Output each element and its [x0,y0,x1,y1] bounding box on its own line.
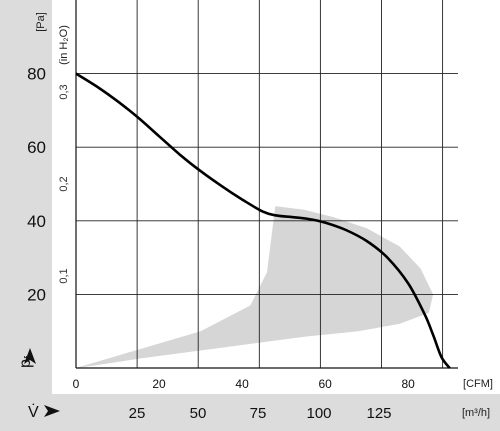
x-axis-unit: [CFM] [463,378,493,390]
y2-tick-label: 0,3 [58,84,70,99]
y2-tick-label: 0,1 [58,268,70,283]
x2-tick-label: 25 [129,405,146,422]
shaded-operating-region [76,206,434,368]
x2-tick-label: 125 [366,405,391,422]
x2-tick-label: 100 [306,405,331,422]
pressure-arrow-icon [24,348,36,364]
x-tick-label: 20 [152,377,166,391]
y-tick-label: 60 [27,138,46,157]
x-tick-label: 0 [73,377,80,391]
y-tick-label: 40 [27,212,46,231]
x2-tick-label: 50 [190,405,207,422]
x-tick-label: 80 [401,377,415,391]
y2-tick-label: 0,2 [58,176,70,191]
x-tick-label: 60 [318,377,332,391]
y2-axis-unit: (in H₂O) [58,25,70,65]
flow-arrow-icon [44,405,60,417]
plot-area [75,0,458,369]
x2-axis-unit: [m³/h] [462,407,490,419]
performance-curve [75,72,451,369]
x-tick-label: 40 [235,377,249,391]
tick-labels: 20 40 60 80 0 20 40 60 80 0,1 0,2 0,3 25 50 75 100 125 [27,65,415,422]
y-tick-label: 20 [27,285,46,304]
bottom-axis-band [0,394,500,431]
y-axis-unit: [Pa] [35,12,47,32]
flow-symbol: V̇ [28,403,39,421]
y-tick-label: 80 [27,65,46,84]
x2-tick-label: 75 [250,405,267,422]
